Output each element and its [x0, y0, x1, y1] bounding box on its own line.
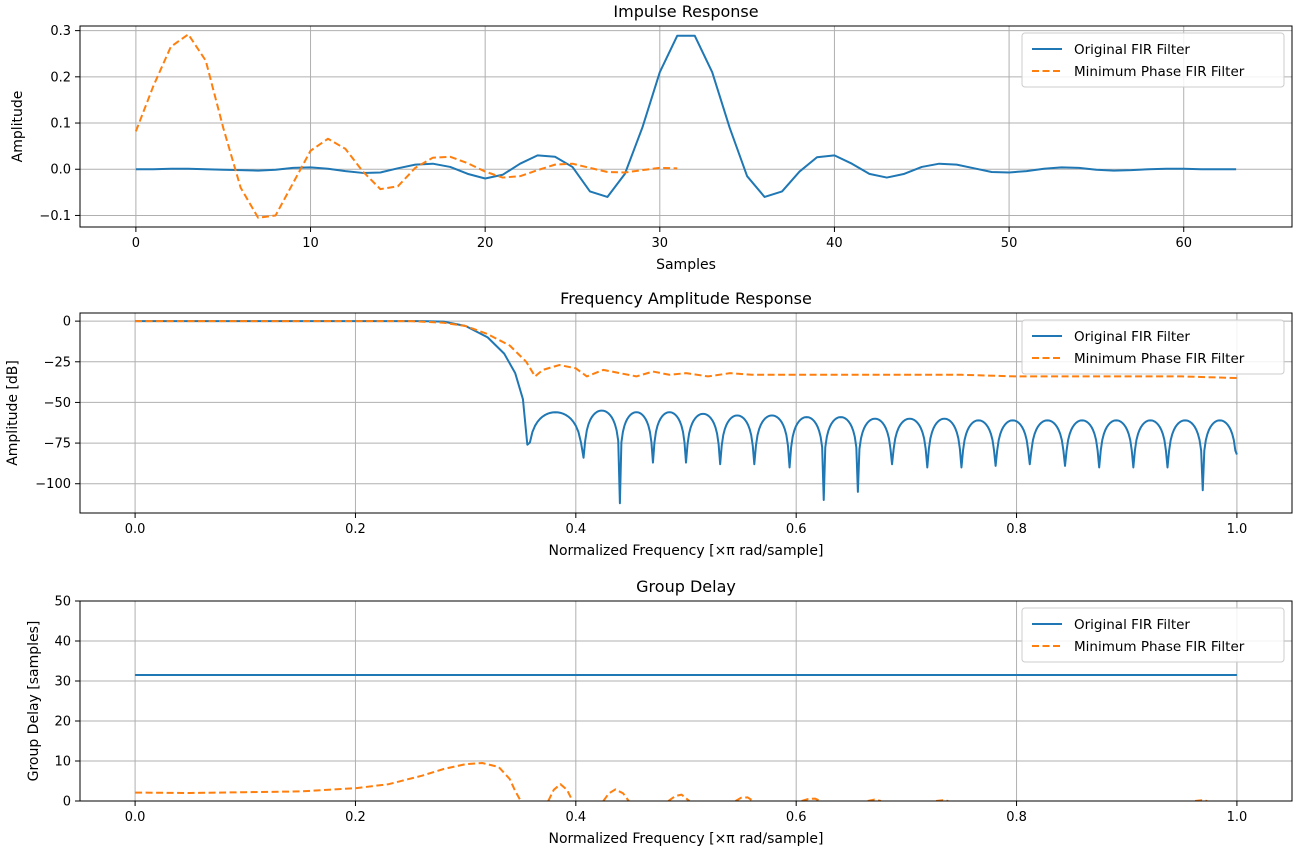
- y-axis-label: Amplitude: [10, 91, 26, 163]
- x-tick-label: 0.2: [345, 810, 366, 825]
- minimum-phase-series-line: [801, 797, 821, 801]
- y-tick-label: 50: [54, 595, 71, 610]
- x-axis-label: Normalized Frequency [×π rad/sample]: [549, 543, 824, 559]
- y-tick-label: 40: [54, 635, 71, 650]
- x-tick-label: 0.8: [1006, 810, 1027, 825]
- x-tick-label: 0.4: [565, 522, 586, 537]
- x-tick-label: 0.6: [786, 522, 807, 537]
- legend-label: Minimum Phase FIR Filter: [1074, 351, 1245, 367]
- chart-title: Frequency Amplitude Response: [560, 289, 812, 308]
- y-tick-label: −50: [44, 396, 71, 411]
- y-tick-label: 0.3: [50, 24, 71, 39]
- x-tick-label: 20: [477, 236, 494, 251]
- legend-box: [1021, 607, 1285, 663]
- legend: Original FIR Filter Minimum Phase FIR Fil…: [1021, 319, 1285, 375]
- legend-label: Original FIR Filter: [1074, 329, 1190, 345]
- minimum-phase-series-line: [667, 793, 690, 801]
- minimum-phase-series-line: [547, 783, 574, 801]
- plot-frame: [79, 600, 1293, 802]
- x-axis-label: Normalized Frequency [×π rad/sample]: [549, 831, 824, 847]
- legend-label: Original FIR Filter: [1074, 42, 1190, 58]
- x-tick-label: 1.0: [1227, 810, 1248, 825]
- x-tick-label: 0.0: [125, 810, 146, 825]
- chart-title: Group Delay: [636, 577, 736, 596]
- y-tick-label: 0.2: [50, 70, 71, 85]
- chart-title: Impulse Response: [613, 2, 758, 21]
- frequency-amplitude-chart: Frequency Amplitude Response 0.0 0.2 0.4 0.…: [5, 289, 1293, 559]
- x-tick-label: 0.4: [565, 810, 586, 825]
- x-tick-label: 40: [826, 236, 843, 251]
- x-tick-label: 50: [1001, 236, 1018, 251]
- y-tick-label: −75: [44, 437, 71, 452]
- y-tick-label: −25: [44, 355, 71, 370]
- plot-frame: [79, 312, 1293, 514]
- group-delay-chart: Group Delay 0.0 0.2 0.4 0.6 0.8 1.0 0 10 20 30 40 5…: [26, 577, 1293, 847]
- plot-frame: [79, 25, 1293, 228]
- y-tick-label: 0.1: [50, 117, 71, 132]
- legend: Original FIR Filter Minimum Phase FIR Fil…: [1021, 32, 1285, 88]
- minimum-phase-series-line: [735, 796, 754, 801]
- y-tick-label: 30: [54, 675, 71, 690]
- y-tick-label: 0.0: [50, 163, 71, 178]
- original-fir-series-line: [135, 34, 1237, 198]
- y-axis-label: Group Delay [samples]: [26, 621, 42, 782]
- impulse-response-chart: Impulse Response 0 10 20 30 40 50 60 −0.1 0.0 0.1…: [10, 2, 1293, 273]
- y-tick-label: 20: [54, 715, 71, 730]
- x-tick-label: 0.0: [125, 522, 146, 537]
- original-fir-series-line: [135, 320, 1238, 505]
- minimum-phase-series-line: [602, 788, 630, 801]
- minimum-phase-series-line: [135, 762, 522, 801]
- x-tick-label: 0.6: [786, 810, 807, 825]
- y-tick-label: −0.1: [39, 209, 71, 224]
- y-tick-label: 10: [54, 755, 71, 770]
- y-axis-label: Amplitude [dB]: [5, 360, 21, 466]
- y-tick-label: 0: [63, 315, 71, 330]
- legend-box: [1021, 319, 1285, 375]
- x-tick-label: 60: [1175, 236, 1192, 251]
- legend-label: Minimum Phase FIR Filter: [1074, 639, 1245, 655]
- legend-label: Original FIR Filter: [1074, 617, 1190, 633]
- x-tick-label: 30: [652, 236, 669, 251]
- x-tick-label: 0.8: [1006, 522, 1027, 537]
- x-axis-label: Samples: [656, 257, 716, 273]
- x-tick-label: 10: [302, 236, 319, 251]
- x-tick-label: 0: [132, 236, 140, 251]
- y-tick-label: −100: [35, 477, 71, 492]
- y-tick-label: 0: [63, 795, 71, 810]
- legend: Original FIR Filter Minimum Phase FIR Fil…: [1021, 607, 1285, 663]
- x-tick-label: 0.2: [345, 522, 366, 537]
- legend-box: [1021, 32, 1285, 88]
- legend-label: Minimum Phase FIR Filter: [1074, 64, 1245, 80]
- minimum-phase-series-line: [135, 320, 1237, 380]
- x-tick-label: 1.0: [1227, 522, 1248, 537]
- minimum-phase-series-line: [134, 33, 678, 219]
